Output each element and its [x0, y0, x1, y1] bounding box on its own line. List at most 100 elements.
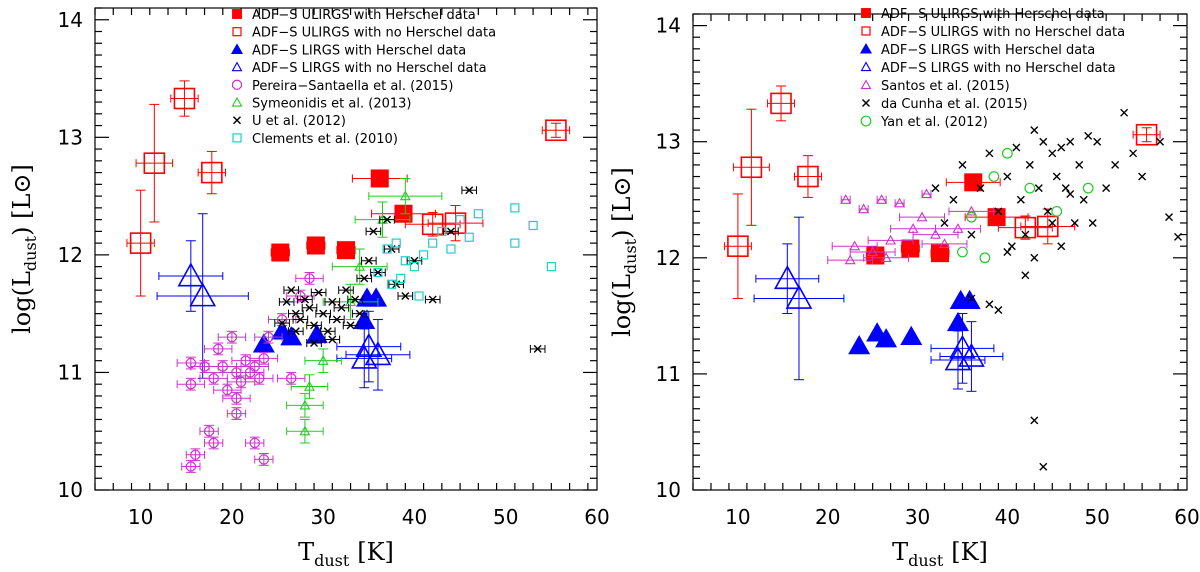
marker-cross [1007, 242, 1016, 251]
x-tick-label: 40 [402, 505, 427, 529]
data-point [336, 241, 356, 260]
marker-cross [1138, 172, 1147, 181]
series-group [156, 213, 411, 391]
data-point [1070, 218, 1079, 227]
marker-octagon-open [226, 332, 237, 343]
marker-circle-open [1024, 182, 1036, 194]
marker-triangle-filled [848, 335, 871, 355]
data-point [1138, 172, 1147, 181]
right-legend: ADF−S ULIRGS with Herschel data ADF−S ULI… [859, 7, 1125, 130]
data-point [338, 286, 354, 295]
marker-octagon-open [249, 437, 260, 448]
data-point [336, 310, 402, 383]
cross-stroke [994, 306, 1003, 315]
marker-cross [1025, 160, 1034, 169]
data-point [1034, 184, 1043, 193]
y-tick-label: 11 [58, 360, 83, 384]
data-point [306, 339, 322, 348]
cross-stroke [1093, 137, 1102, 146]
marker-triangle-open [773, 265, 801, 290]
data-point [994, 306, 1003, 315]
marker-cross [1012, 143, 1021, 152]
marker-triangle-open [177, 262, 205, 287]
legend-label: Clements et al. (2010) [252, 132, 398, 147]
legend-entry: ADF−S ULIRGS with Herschel data [861, 7, 1105, 22]
marker-square-open [428, 238, 438, 248]
data-point [767, 85, 795, 122]
data-point [900, 325, 923, 346]
data-point [912, 228, 959, 239]
data-point [935, 223, 981, 233]
data-point [274, 319, 290, 328]
data-point [197, 150, 227, 195]
marker-cross [1030, 253, 1039, 262]
data-point [295, 272, 324, 285]
cross-stroke [328, 335, 337, 344]
marker-square-filled [232, 9, 242, 19]
cross-stroke [1061, 184, 1070, 193]
data-point [940, 218, 949, 227]
cross-stroke [1070, 218, 1079, 227]
marker-circle-open [957, 246, 968, 258]
marker-cross [1120, 108, 1129, 117]
marker-cross [940, 218, 949, 227]
data-point [181, 460, 201, 473]
marker-octagon-open [185, 379, 196, 390]
cross-stroke [985, 149, 994, 158]
cross-stroke [351, 295, 360, 304]
marker-square-open [391, 238, 401, 248]
cross-stroke [1120, 108, 1129, 117]
marker-triangle-open [299, 399, 311, 410]
marker-cross [1066, 137, 1075, 146]
x-axis-title-sub: dust [908, 551, 944, 570]
marker-cross [1016, 195, 1025, 204]
data-point [379, 215, 395, 224]
cross-stroke [287, 286, 296, 295]
data-point [985, 149, 994, 158]
marker-square-open [528, 220, 538, 231]
marker-cross [1075, 160, 1084, 169]
data-point [529, 344, 546, 353]
cross-stroke [1003, 248, 1012, 256]
marker-square-filled [964, 173, 983, 192]
legend-entry: Yan et al. (2012) [860, 115, 988, 130]
data-point [1030, 253, 1039, 262]
marker-cross [323, 327, 332, 336]
data-point [222, 391, 251, 405]
marker-cross [994, 207, 1003, 216]
data-point [345, 319, 411, 391]
marker-triangle-filled [859, 42, 873, 54]
data-point [876, 194, 888, 204]
series-group [373, 203, 556, 301]
legend-label: ADF−S LIRGS with no Herschel data [252, 61, 487, 76]
marker-cross [1003, 248, 1012, 256]
data-point [270, 243, 290, 262]
marker-octagon-open [231, 393, 242, 404]
marker-cross [1021, 230, 1030, 239]
marker-cross [1057, 143, 1066, 152]
marker-cross [976, 184, 985, 193]
marker-cross [931, 184, 940, 193]
data-point [1025, 160, 1034, 169]
cross-stroke [310, 321, 319, 330]
y-tick-label: 14 [656, 14, 681, 38]
series-group [126, 80, 571, 297]
data-point [397, 292, 414, 301]
marker-triangle-open [958, 342, 985, 367]
data-point [994, 207, 1003, 216]
series-group [865, 173, 1029, 265]
marker-triangle-open [189, 282, 217, 307]
marker-cross [985, 300, 994, 309]
legend-entry: Symeonidis et al. (2013) [231, 97, 411, 112]
data-point [1165, 213, 1174, 222]
marker-cross [1129, 149, 1138, 158]
data-point [945, 173, 1001, 192]
marker-square-filled [306, 236, 325, 255]
cross-stroke [1030, 126, 1039, 135]
marker-square-open [1036, 215, 1059, 238]
marker-triangle-open [785, 284, 813, 309]
marker-square-open [740, 156, 763, 179]
marker-cross [278, 319, 287, 328]
marker-cross [1043, 207, 1052, 216]
cross-stroke [314, 288, 323, 297]
